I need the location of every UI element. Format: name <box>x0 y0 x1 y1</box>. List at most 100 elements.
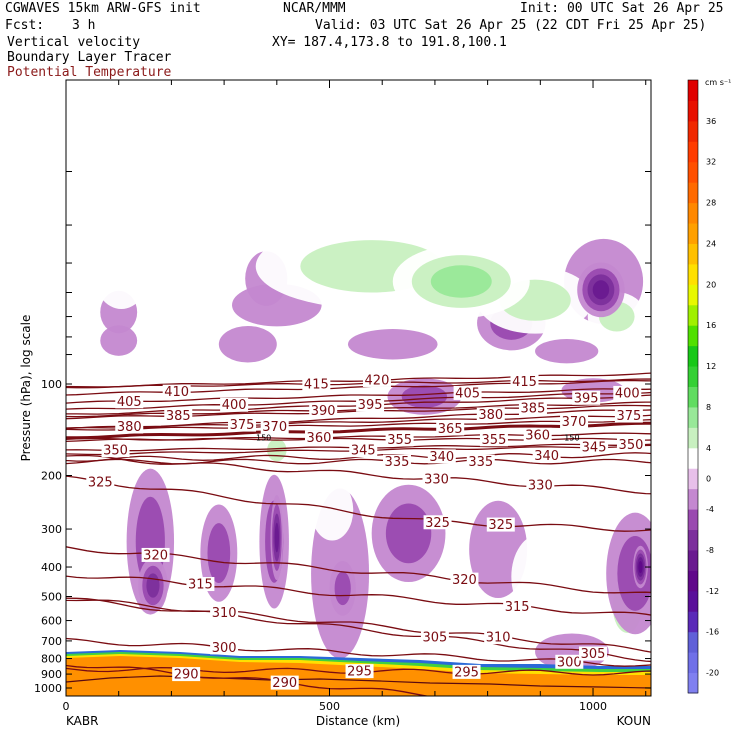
cross-section-coords: XY= 187.4,173.8 to 191.8,100.1 <box>272 35 507 50</box>
theta-label-25: 350 <box>103 444 128 459</box>
theta-label-bg-11 <box>503 599 532 614</box>
colorbar-tick-label-7: 8 <box>706 403 711 412</box>
theta-label-19: 335 <box>385 455 410 470</box>
theta-label-bg-31 <box>436 421 465 436</box>
colorbar-swatch-2 <box>688 631 698 653</box>
colorbar-swatch-20 <box>688 263 698 285</box>
tropopause-marker-0: 150 <box>256 434 271 443</box>
theta-label-bg-50 <box>362 372 391 387</box>
colorbar-swatch-10 <box>688 468 698 490</box>
theta-label-bg-37 <box>476 407 505 422</box>
field-label-vertical-velocity: Vertical velocity <box>7 35 141 50</box>
theta-label-12: 320 <box>143 548 168 563</box>
theta-label-22: 340 <box>534 449 559 464</box>
theta-label-35: 375 <box>616 409 641 424</box>
theta-label-7: 305 <box>581 647 606 662</box>
theta-label-31: 365 <box>438 422 463 437</box>
theta-label-bg-29 <box>304 430 333 445</box>
y-tick-label-1000: 1000 <box>34 682 62 695</box>
theta-contour-360 <box>66 432 651 443</box>
theta-contour-290 <box>66 664 430 696</box>
colorbar-tick-label-5: 0 <box>706 474 711 483</box>
colorbar-tick-label-1: -16 <box>706 628 719 637</box>
y-tick-label-800: 800 <box>41 653 62 666</box>
theta-label-bg-14 <box>86 474 115 489</box>
theta-label-20: 335 <box>468 455 493 470</box>
theta-label-44: 400 <box>615 386 640 401</box>
theta-label-bg-8 <box>210 605 239 620</box>
theta-label-bg-22 <box>532 448 561 463</box>
colorbar-swatch-16 <box>688 345 698 367</box>
theta-label-39: 385 <box>521 402 546 417</box>
vv-cell-36-level-3 <box>146 573 160 598</box>
theta-label-bg-15 <box>423 515 452 530</box>
theta-label-42: 395 <box>574 391 599 406</box>
x-axis-label: Distance (km) <box>316 714 400 728</box>
theta-label-bg-23 <box>349 443 378 458</box>
colorbar-swatch-3 <box>688 611 698 633</box>
theta-label-15: 325 <box>425 516 450 531</box>
vv-cell-17-level-1 <box>311 479 354 541</box>
theta-contour-390 <box>66 401 651 418</box>
colorbar-swatch-18 <box>688 304 698 326</box>
theta-label-bg-32 <box>260 419 289 434</box>
colorbar-swatch-9 <box>688 488 698 510</box>
theta-label-47: 410 <box>164 385 189 400</box>
vertical-velocity-shading <box>89 223 651 671</box>
theta-label-bg-6 <box>420 630 449 645</box>
theta-label-bg-16 <box>486 517 515 532</box>
distance-axis: 0 500 1000 <box>63 80 647 713</box>
theta-label-bg-35 <box>614 408 643 423</box>
colorbar-swatch-27 <box>688 120 698 142</box>
theta-contour-385 <box>66 404 651 420</box>
colorbar-swatch-1 <box>688 652 698 674</box>
colorbar-tick-label-3: -8 <box>706 546 714 555</box>
theta-label-bg-12 <box>141 547 170 562</box>
vv-cell-39-level-4 <box>274 522 280 553</box>
theta-label-bg-46 <box>453 385 482 400</box>
theta-label-4: 300 <box>212 641 237 656</box>
colorbar-swatch-26 <box>688 141 698 163</box>
y-tick-label-400: 400 <box>41 561 62 574</box>
theta-contour-330 <box>66 454 651 495</box>
x-tick-label-0: 0 <box>63 700 70 713</box>
colorbar-swatch-6 <box>688 549 698 571</box>
theta-label-48: 415 <box>304 378 329 393</box>
colorbar-tick-label-11: 24 <box>706 239 716 248</box>
theta-label-bg-28 <box>479 432 508 447</box>
theta-label-46: 405 <box>455 386 480 401</box>
theta-label-bg-10 <box>186 577 215 592</box>
y-tick-label-900: 900 <box>41 668 62 681</box>
theta-label-6: 305 <box>423 631 448 646</box>
theta-label-bg-41 <box>356 397 385 412</box>
vv-cell-37-level-3 <box>430 265 492 298</box>
theta-label-bg-24 <box>580 439 609 454</box>
tropopause-markers: 150 150 <box>256 434 580 443</box>
colorbar-swatch-12 <box>688 427 698 449</box>
theta-contour-400 <box>66 391 651 410</box>
theta-label-bg-1 <box>172 667 201 682</box>
theta-label-29: 360 <box>307 431 332 446</box>
colorbar-tick-label-4: -4 <box>706 505 714 514</box>
vv-cell-21-level-1 <box>535 633 609 671</box>
theta-label-33: 370 <box>562 415 587 430</box>
theta-label-bg-36 <box>115 419 144 434</box>
theta-label-13: 320 <box>452 573 477 588</box>
theta-label-8: 310 <box>212 606 237 621</box>
theta-label-bg-3 <box>452 664 481 679</box>
colorbar-swatch-7 <box>688 529 698 551</box>
colorbar-tick-label-2: -12 <box>706 587 719 596</box>
colorbar-swatch-17 <box>688 325 698 347</box>
theta-label-bg-26 <box>616 437 645 452</box>
theta-label-3: 295 <box>454 665 479 680</box>
theta-label-14: 325 <box>88 475 113 490</box>
theta-label-5: 300 <box>557 655 582 670</box>
theta-contour-335 <box>66 458 651 465</box>
colorbar-swatch-14 <box>688 386 698 408</box>
theta-label-2: 295 <box>347 665 372 680</box>
theta-label-26: 350 <box>619 438 644 453</box>
y-tick-label-700: 700 <box>41 635 62 648</box>
colorbar: -20 -16 -12 -8 -4 0 4 8 12 16 20 24 28 32 36 <box>687 79 719 694</box>
theta-contour-310 <box>66 599 651 653</box>
